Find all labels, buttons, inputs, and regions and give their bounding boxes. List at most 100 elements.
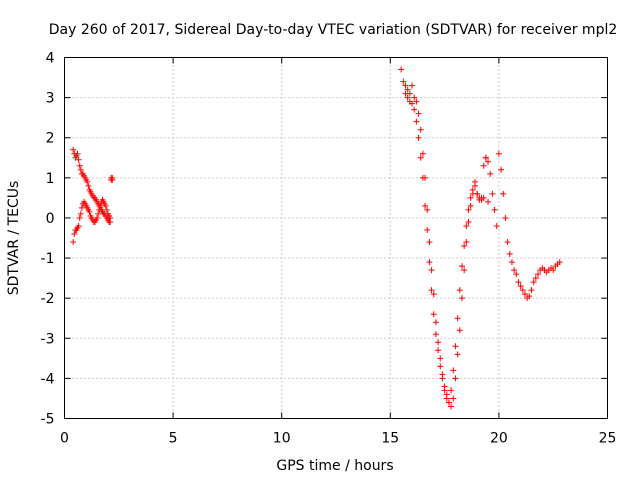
y-tick-label: -2 <box>41 291 55 307</box>
x-axis-label: GPS time / hours <box>276 458 393 474</box>
x-tick-label: 25 <box>599 431 617 447</box>
x-tick-label: 15 <box>381 431 399 447</box>
data-point <box>107 214 114 221</box>
data-point <box>450 367 457 374</box>
y-tick-label: 4 <box>46 51 55 67</box>
y-tick-label: 1 <box>46 171 55 187</box>
grid-lines <box>64 57 608 419</box>
data-point <box>482 154 489 161</box>
data-point <box>422 202 429 209</box>
data-point <box>519 287 526 294</box>
data-point <box>432 331 439 338</box>
data-point <box>500 190 507 197</box>
data-point <box>409 100 416 107</box>
data-point <box>445 399 452 406</box>
data-point <box>402 90 409 97</box>
data-point <box>513 271 520 278</box>
data-point <box>426 239 433 246</box>
data-point <box>103 206 110 213</box>
data-point <box>78 204 85 211</box>
data-point <box>463 222 470 229</box>
y-tick-label: 2 <box>46 131 55 147</box>
data-point <box>417 154 424 161</box>
data-point <box>97 202 104 209</box>
data-point <box>454 351 461 358</box>
data-point <box>435 347 442 354</box>
y-tick-label: -1 <box>41 251 55 267</box>
data-point <box>452 375 459 382</box>
data-point <box>485 198 492 205</box>
data-point <box>485 158 492 165</box>
data-point <box>515 279 522 286</box>
data-point <box>441 387 448 394</box>
data-point <box>478 194 485 201</box>
data-point <box>461 243 468 250</box>
axis-ticks <box>64 57 608 419</box>
data-point <box>458 263 465 270</box>
data-point <box>439 375 446 382</box>
data-point <box>521 291 528 298</box>
data-point <box>84 178 91 185</box>
data-point <box>70 146 77 153</box>
data-point <box>502 214 509 221</box>
y-tick-label: -5 <box>41 412 55 428</box>
data-point <box>511 267 518 274</box>
data-point <box>456 327 463 334</box>
data-point <box>75 156 82 163</box>
data-point <box>86 208 93 215</box>
data-point <box>498 166 505 173</box>
plot-frame <box>64 57 608 419</box>
data-point <box>413 98 420 105</box>
data-point <box>70 239 77 246</box>
data-point <box>413 118 420 125</box>
data-point <box>489 190 496 197</box>
data-point <box>491 206 498 213</box>
data-point <box>411 94 418 101</box>
data-point <box>526 293 533 300</box>
data-point <box>400 78 407 85</box>
data-point <box>402 82 409 89</box>
data-points <box>70 66 563 410</box>
data-point <box>448 403 455 410</box>
x-tick-label: 20 <box>490 431 508 447</box>
data-point <box>534 271 541 278</box>
data-point <box>465 218 472 225</box>
x-tick-labels: 0 5 10 15 20 25 <box>60 431 616 447</box>
data-point <box>75 222 82 229</box>
data-point <box>95 210 102 217</box>
x-tick-label: 0 <box>60 431 69 447</box>
data-point <box>428 267 435 274</box>
data-point <box>76 162 83 169</box>
data-point <box>472 178 479 185</box>
data-point <box>508 259 515 266</box>
data-point <box>430 311 437 318</box>
x-tick-label: 5 <box>169 431 178 447</box>
y-tick-label: 0 <box>46 211 55 227</box>
data-point <box>443 395 450 402</box>
data-point <box>493 222 500 229</box>
data-point <box>102 202 109 209</box>
data-point <box>495 150 502 157</box>
data-point <box>487 170 494 177</box>
y-tick-label: -3 <box>41 331 55 347</box>
data-point <box>398 66 405 73</box>
data-point <box>452 343 459 350</box>
data-point <box>85 182 92 189</box>
data-point <box>437 355 444 362</box>
data-point <box>432 319 439 326</box>
y-tick-label: 3 <box>46 91 55 107</box>
data-point <box>437 363 444 370</box>
data-point <box>517 283 524 290</box>
x-tick-label: 10 <box>273 431 291 447</box>
data-point <box>77 166 84 173</box>
data-point <box>456 287 463 294</box>
data-point <box>450 395 457 402</box>
data-point <box>424 226 431 233</box>
data-point <box>76 214 83 221</box>
data-point <box>404 86 411 93</box>
data-point <box>480 162 487 169</box>
data-point <box>428 287 435 294</box>
data-point <box>404 94 411 101</box>
data-point <box>467 194 474 201</box>
